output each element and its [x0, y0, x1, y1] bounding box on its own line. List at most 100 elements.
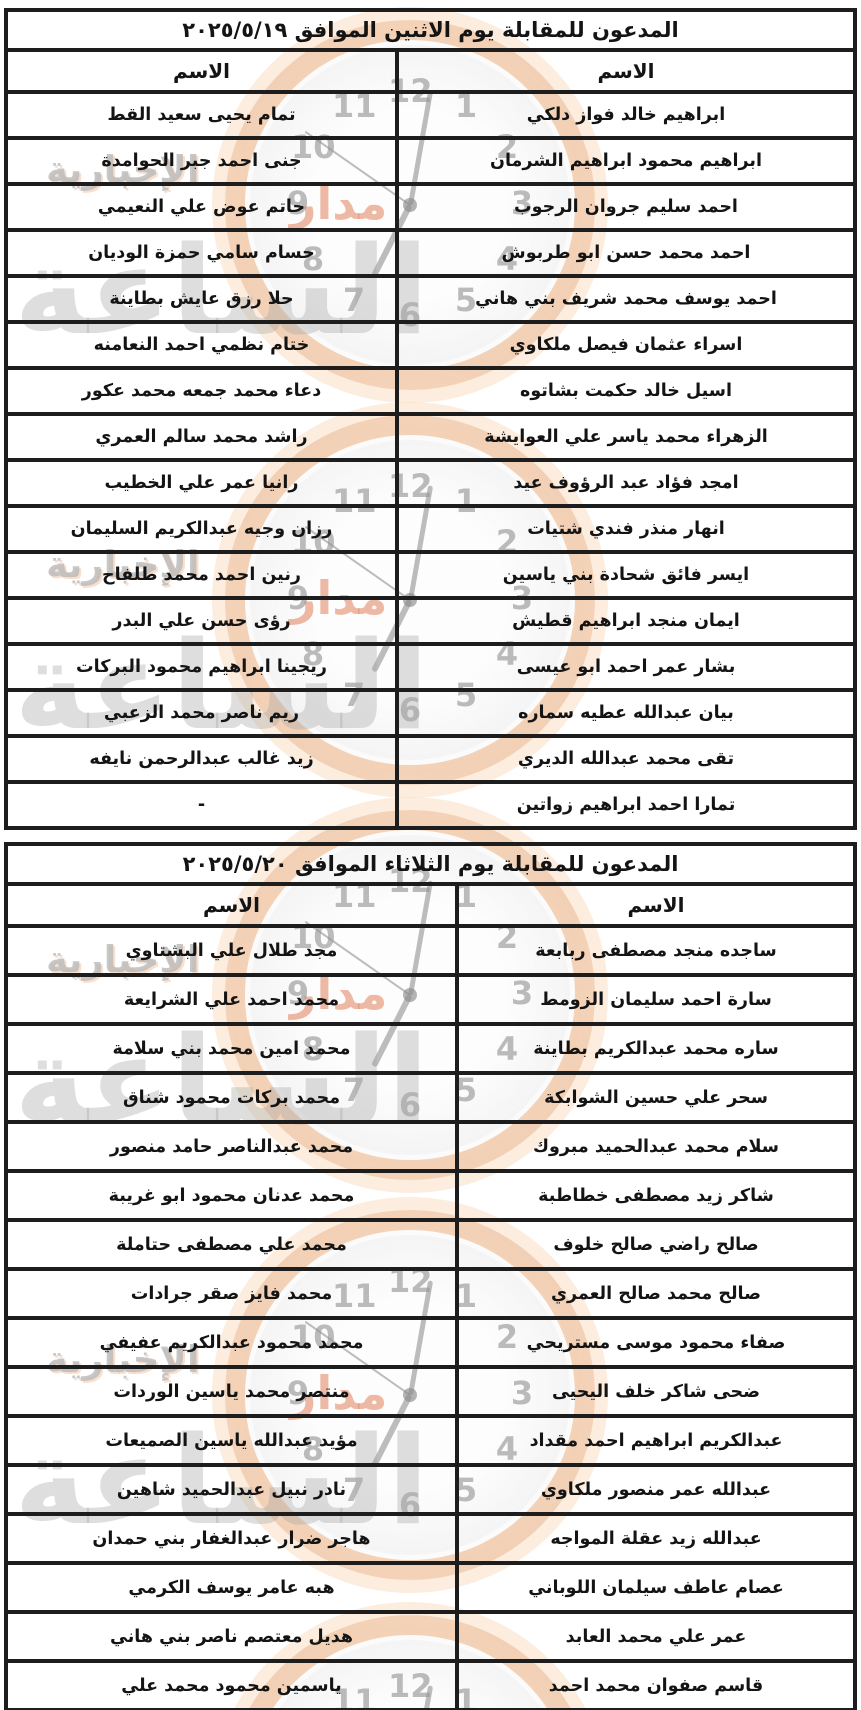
name-cell: منتصر محمد ياسين الوردات: [4, 1365, 459, 1418]
table-row: ساره محمد عبدالكريم بطاينة محمد امين محمد…: [4, 1022, 857, 1075]
table-row: عبدالله زيد عقلة المواجه هاجر ضرار عبدالغ…: [4, 1512, 857, 1565]
header-row: الاسم الاسم: [4, 882, 857, 928]
name-cell: ساره محمد عبدالكريم بطاينة: [455, 1022, 857, 1075]
table-row: تقى محمد عبدالله الديري زيد غالب عبدالرحم…: [4, 734, 857, 784]
name-cell: محمد فايز صقر جرادات: [4, 1267, 459, 1320]
table-row: قاسم صفوان محمد احمد ياسمين محمود محمد عل…: [4, 1659, 857, 1710]
name-cell: تمارا احمد ابراهيم زواتين: [395, 780, 857, 830]
name-cell: ابراهيم خالد فواز دلكي: [395, 90, 857, 140]
name-cell: مجد طلال علي البشتاوي: [4, 924, 459, 977]
name-cell: ريم ناصر محمد الزعبي: [4, 688, 399, 738]
name-cell: راشد محمد سالم العمري: [4, 412, 399, 462]
name-cell: عصام عاطف سيلمان اللوباني: [455, 1561, 857, 1614]
column-header-name-left: الاسم: [4, 882, 459, 928]
name-cell: ياسمين محمود محمد علي: [4, 1659, 459, 1710]
name-cell: رانيا عمر علي الخطيب: [4, 458, 399, 508]
name-cell: اسراء عثمان فيصل ملكاوي: [395, 320, 857, 370]
table-row: صفاء محمود موسى مستريحي محمد محمود عبدالك…: [4, 1316, 857, 1369]
table-row: صالح محمد صالح العمري محمد فايز صقر جرادا…: [4, 1267, 857, 1320]
table-row: ساجده منجد مصطفى ربابعة مجد طلال علي البش…: [4, 924, 857, 977]
name-cell: ابراهيم محمود ابراهيم الشرمان: [395, 136, 857, 186]
name-cell: حاتم عوض علي النعيمي: [4, 182, 399, 232]
name-cell: رؤى حسن علي البدر: [4, 596, 399, 646]
name-cell: ريجينا ابراهيم محمود البركات: [4, 642, 399, 692]
name-cell: بيان عبدالله عطيه سماره: [395, 688, 857, 738]
name-cell: بشار عمر احمد ابو عيسى: [395, 642, 857, 692]
table-row: عبدالكريم ابراهيم احمد مقداد مؤيد عبدالله…: [4, 1414, 857, 1467]
name-cell: ضحى شاكر خلف اليحيى: [455, 1365, 857, 1418]
table-row: ابراهيم خالد فواز دلكي تمام يحيى سعيد الق…: [4, 90, 857, 140]
name-cell: ايمان منجد ابراهيم قطيش: [395, 596, 857, 646]
table-row: شاكر زيد مصطفى خطاطبة محمد عدنان محمود اب…: [4, 1169, 857, 1222]
name-cell: محمد بركات محمود شناق: [4, 1071, 459, 1124]
name-cell: محمد عدنان محمود ابو غريبة: [4, 1169, 459, 1222]
table-body: ابراهيم خالد فواز دلكي تمام يحيى سعيد الق…: [4, 90, 857, 830]
name-cell: قاسم صفوان محمد احمد: [455, 1659, 857, 1710]
table-row: ضحى شاكر خلف اليحيى منتصر محمد ياسين الور…: [4, 1365, 857, 1418]
name-cell: شاكر زيد مصطفى خطاطبة: [455, 1169, 857, 1222]
table-row: امجد فؤاد عبد الرؤوف عيد رانيا عمر علي ال…: [4, 458, 857, 508]
name-cell: انهار منذر فندي شتيات: [395, 504, 857, 554]
table-title: المدعون للمقابلة يوم الاثنين الموافق ٢٠٢…: [4, 8, 857, 52]
table-row: بشار عمر احمد ابو عيسى ريجينا ابراهيم محم…: [4, 642, 857, 692]
table-row: الزهراء محمد ياسر علي العوايشة راشد محمد …: [4, 412, 857, 462]
name-cell: عبدالله عمر منصور ملكاوي: [455, 1463, 857, 1516]
header-row: الاسم الاسم: [4, 48, 857, 94]
name-cell: تمام يحيى سعيد القط: [4, 90, 399, 140]
table-row: عصام عاطف سيلمان اللوباني هبه عامر يوسف ا…: [4, 1561, 857, 1614]
name-cell: جنى احمد جبر الحوامدة: [4, 136, 399, 186]
table-row: اسراء عثمان فيصل ملكاوي ختام نظمي احمد ال…: [4, 320, 857, 370]
table-row: صالح راضي صالح خلوف محمد علي مصطفى حتاملة: [4, 1218, 857, 1271]
name-cell: احمد محمد حسن ابو طربوش: [395, 228, 857, 278]
name-cell: سلام محمد عبدالحميد مبروك: [455, 1120, 857, 1173]
table-row: سحر علي حسين الشوابكة محمد بركات محمود شن…: [4, 1071, 857, 1124]
column-header-name-right: الاسم: [455, 882, 857, 928]
table-row: ابراهيم محمود ابراهيم الشرمان جنى احمد جب…: [4, 136, 857, 186]
name-cell: نادر نبيل عبدالحميد شاهين: [4, 1463, 459, 1516]
name-cell: محمد محمود عبدالكريم عفيفي: [4, 1316, 459, 1369]
name-cell: ساجده منجد مصطفى ربابعة: [455, 924, 857, 977]
table-row: بيان عبدالله عطيه سماره ريم ناصر محمد الز…: [4, 688, 857, 738]
name-cell: دعاء محمد جمعه محمد عكور: [4, 366, 399, 416]
column-header-name-right: الاسم: [395, 48, 857, 94]
name-cell: احمد يوسف محمد شريف بني هاني: [395, 274, 857, 324]
table-row: احمد محمد حسن ابو طربوش حسام سامي حمزة ال…: [4, 228, 857, 278]
table-row: تمارا احمد ابراهيم زواتين -: [4, 780, 857, 830]
name-cell: صالح راضي صالح خلوف: [455, 1218, 857, 1271]
name-cell: هبه عامر يوسف الكرمي: [4, 1561, 459, 1614]
name-cell: مؤيد عبدالله ياسين الصميعات: [4, 1414, 459, 1467]
name-cell: محمد عبدالناصر حامد منصور: [4, 1120, 459, 1173]
table-row: ايسر فائق شحادة بني ياسين رنين احمد محمد …: [4, 550, 857, 600]
name-cell: سارة احمد سليمان الزومط: [455, 973, 857, 1026]
name-cell: الزهراء محمد ياسر علي العوايشة: [395, 412, 857, 462]
name-cell: عبدالله زيد عقلة المواجه: [455, 1512, 857, 1565]
name-cell: حلا رزق عايش بطاينة: [4, 274, 399, 324]
title-row: المدعون للمقابلة يوم الثلاثاء الموافق ٢٠…: [4, 842, 857, 886]
table-row: انهار منذر فندي شتيات رزان وجيه عبدالكريم…: [4, 504, 857, 554]
table-row: اسيل خالد حكمت بشاتوه دعاء محمد جمعه محمد…: [4, 366, 857, 416]
name-cell: اسيل خالد حكمت بشاتوه: [395, 366, 857, 416]
name-cell: رزان وجيه عبدالكريم السليمان: [4, 504, 399, 554]
name-cell: ختام نظمي احمد النعامنه: [4, 320, 399, 370]
name-cell: محمد احمد علي الشرايعة: [4, 973, 459, 1026]
name-cell: محمد امين محمد بني سلامة: [4, 1022, 459, 1075]
name-cell: صالح محمد صالح العمري: [455, 1267, 857, 1320]
table-body: ساجده منجد مصطفى ربابعة مجد طلال علي البش…: [4, 924, 857, 1710]
table-row: سلام محمد عبدالحميد مبروك محمد عبدالناصر …: [4, 1120, 857, 1173]
name-cell: عمر علي محمد العابد: [455, 1610, 857, 1663]
name-cell: احمد سليم جروان الرجوب: [395, 182, 857, 232]
name-cell: سحر علي حسين الشوابكة: [455, 1071, 857, 1124]
table-row: احمد سليم جروان الرجوب حاتم عوض علي النعي…: [4, 182, 857, 232]
interview-table-tuesday: المدعون للمقابلة يوم الثلاثاء الموافق ٢٠…: [4, 842, 857, 1710]
table-row: سارة احمد سليمان الزومط محمد احمد علي الش…: [4, 973, 857, 1026]
name-cell: امجد فؤاد عبد الرؤوف عيد: [395, 458, 857, 508]
name-cell: هديل معتصم ناصر بني هاني: [4, 1610, 459, 1663]
table-row: احمد يوسف محمد شريف بني هاني حلا رزق عايش…: [4, 274, 857, 324]
name-cell: عبدالكريم ابراهيم احمد مقداد: [455, 1414, 857, 1467]
table-row: عمر علي محمد العابد هديل معتصم ناصر بني ه…: [4, 1610, 857, 1663]
name-cell: زيد غالب عبدالرحمن نايفه: [4, 734, 399, 784]
name-cell: -: [4, 780, 399, 830]
interview-table-monday: المدعون للمقابلة يوم الاثنين الموافق ٢٠٢…: [4, 8, 857, 830]
name-cell: محمد علي مصطفى حتاملة: [4, 1218, 459, 1271]
